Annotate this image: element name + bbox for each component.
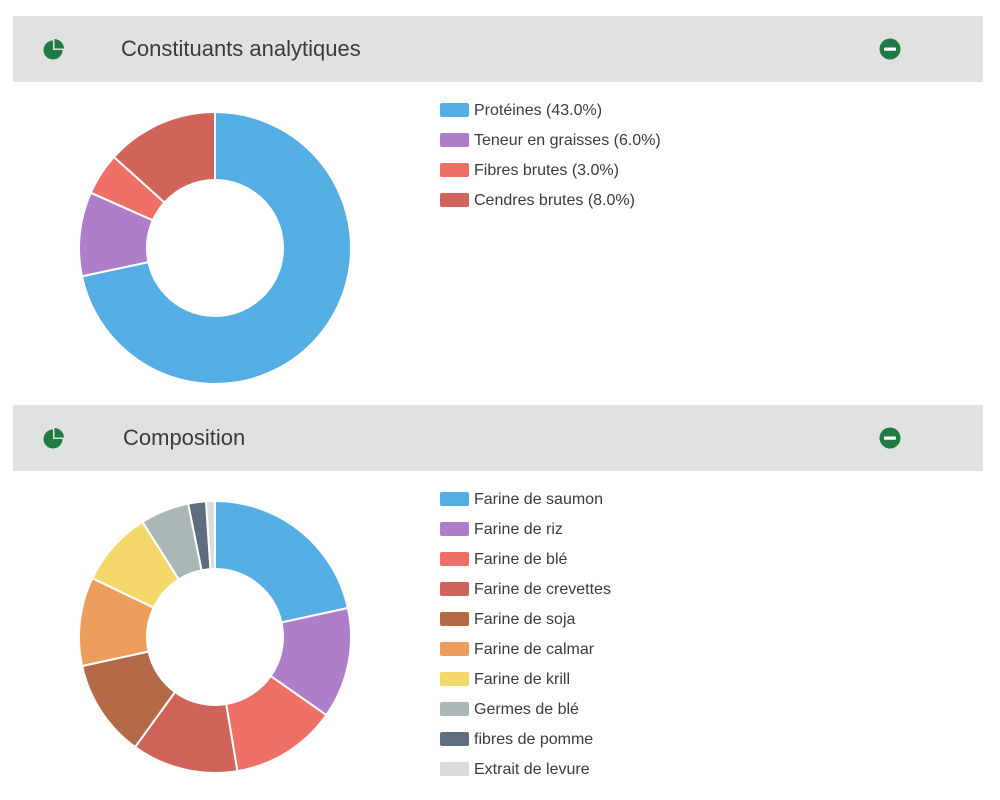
legend-label: Cendres brutes (8.0%) xyxy=(474,192,635,209)
donut-slice-0[interactable] xyxy=(80,110,352,385)
legend-swatch xyxy=(440,732,469,746)
legend-item[interactable]: Farine de calmar xyxy=(440,635,611,665)
legend-label: Teneur en graisses (6.0%) xyxy=(474,132,661,149)
panel-title: Constituants analytiques xyxy=(121,36,361,61)
legend-item[interactable]: Extrait de levure xyxy=(440,755,611,785)
legend-item[interactable]: Farine de blé xyxy=(440,545,611,575)
legend-label: Farine de soja xyxy=(474,611,576,628)
legend-item[interactable]: Farine de saumon xyxy=(440,485,611,515)
legend-label: Farine de saumon xyxy=(474,491,603,508)
legend-swatch xyxy=(440,672,469,686)
panel-header-constituants: Constituants analytiques xyxy=(13,16,983,82)
pie-chart-icon xyxy=(43,428,64,449)
legend-swatch xyxy=(440,642,469,656)
legend-item[interactable]: Farine de riz xyxy=(440,515,611,545)
legend-swatch xyxy=(440,582,469,596)
legend-swatch xyxy=(440,163,469,177)
legend-item[interactable]: Cendres brutes (8.0%) xyxy=(440,186,661,216)
legend-label: Farine de calmar xyxy=(474,641,595,658)
legend-swatch xyxy=(440,193,469,207)
legend-item[interactable]: Germes de blé xyxy=(440,695,611,725)
panel-title: Composition xyxy=(123,425,246,450)
legend-item[interactable]: Farine de crevettes xyxy=(440,575,611,605)
legend-label: Farine de blé xyxy=(474,551,568,568)
legend-swatch xyxy=(440,702,469,716)
legend-label: Extrait de levure xyxy=(474,761,590,778)
legend-label: Germes de blé xyxy=(474,701,579,718)
legend-swatch xyxy=(440,103,469,117)
legend-swatch xyxy=(440,522,469,536)
legend-item[interactable]: Teneur en graisses (6.0%) xyxy=(440,126,661,156)
legend-label: Farine de riz xyxy=(474,521,563,538)
legend-item[interactable]: Fibres brutes (3.0%) xyxy=(440,156,661,186)
legend-item[interactable]: Protéines (43.0%) xyxy=(440,96,661,126)
donut-slice-9[interactable] xyxy=(204,499,216,571)
donut-slice-3[interactable] xyxy=(112,110,216,204)
legend-item[interactable]: fibres de pomme xyxy=(440,725,611,755)
legend-swatch xyxy=(440,133,469,147)
legend-label: Farine de krill xyxy=(474,671,571,688)
minus-circle-icon[interactable] xyxy=(879,427,901,449)
minus-circle-icon[interactable] xyxy=(879,38,901,60)
legend-label: Farine de crevettes xyxy=(474,581,611,598)
legend-label: fibres de pomme xyxy=(474,731,594,748)
legend-swatch xyxy=(440,552,469,566)
legend-swatch xyxy=(440,762,469,776)
legend-item[interactable]: Farine de krill xyxy=(440,665,611,695)
panel-header-composition: Composition xyxy=(13,405,983,471)
legend-item[interactable]: Farine de soja xyxy=(440,605,611,635)
donut-slice-0[interactable] xyxy=(214,499,350,624)
donut-chart-constituants xyxy=(78,110,352,385)
legend-swatch xyxy=(440,612,469,626)
legend-label: Fibres brutes (3.0%) xyxy=(474,162,619,179)
donut-chart-composition xyxy=(78,499,352,774)
legend-swatch xyxy=(440,492,469,506)
legend-constituants: Protéines (43.0%) Teneur en graisses (6.0… xyxy=(440,96,661,216)
legend-composition: Farine de saumon Farine de riz Farine de b… xyxy=(440,485,611,785)
pie-chart-icon xyxy=(43,39,64,60)
legend-label: Protéines (43.0%) xyxy=(474,102,603,119)
